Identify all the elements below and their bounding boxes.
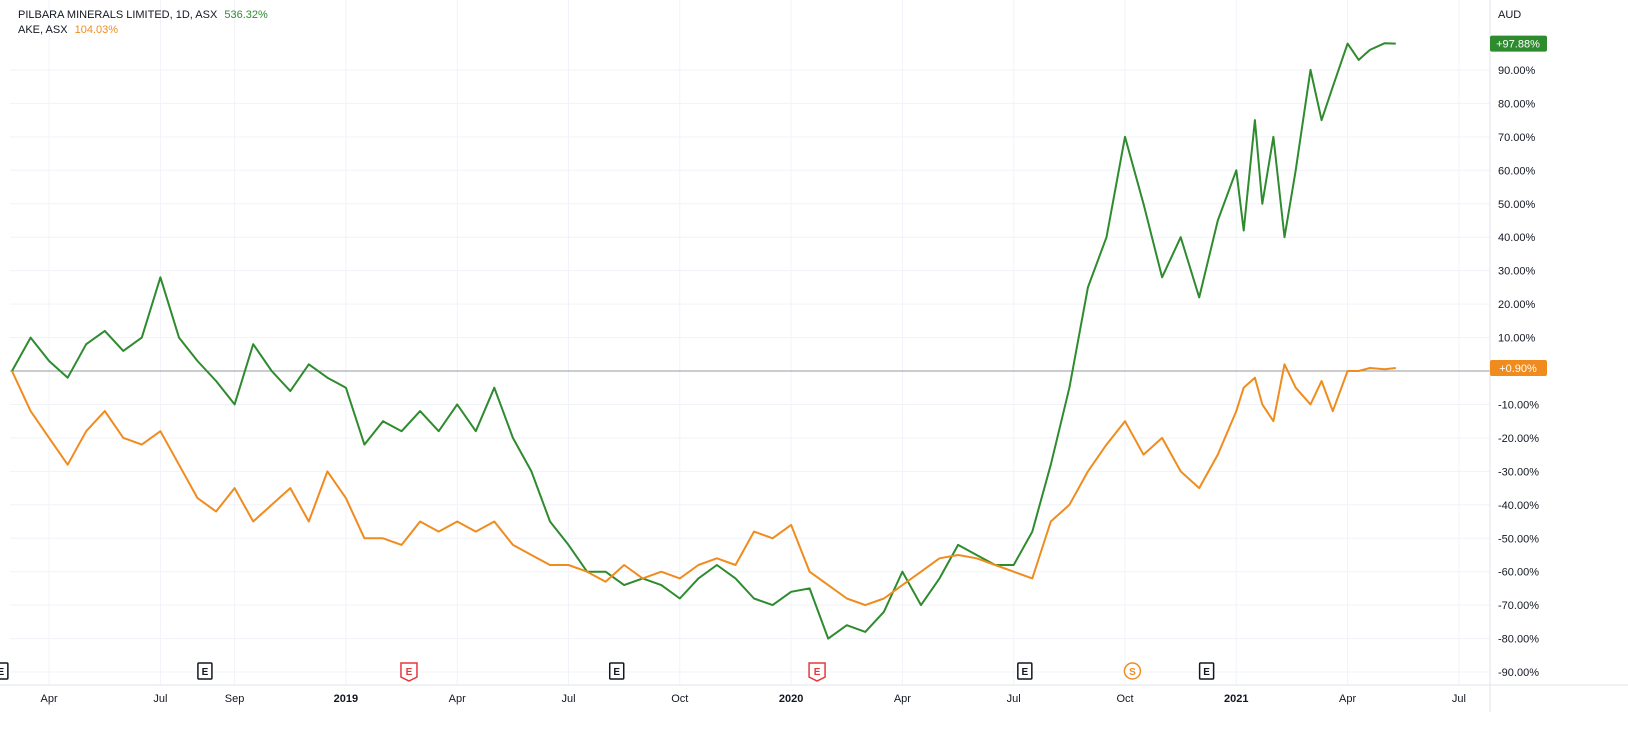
legend-row-pilbara[interactable]: PILBARA MINERALS LIMITED, 1D, ASX 536.32… — [18, 8, 268, 23]
y-tick-label: 40.00% — [1498, 232, 1536, 244]
y-tick-label: -60.00% — [1498, 567, 1539, 579]
x-tick-label: Jul — [561, 693, 575, 705]
svg-text:+97.88%: +97.88% — [1496, 39, 1540, 51]
earnings-event-icon[interactable]: E — [0, 662, 9, 680]
x-tick-label: 2019 — [334, 693, 358, 705]
x-tick-label: Oct — [671, 693, 688, 705]
y-tick-label: 50.00% — [1498, 199, 1536, 211]
x-tick-label: Apr — [894, 693, 911, 705]
x-tick-label: Jul — [153, 693, 167, 705]
earnings-flag-icon[interactable]: E — [808, 662, 826, 682]
y-tick-label: -70.00% — [1498, 600, 1539, 612]
chart-legend: PILBARA MINERALS LIMITED, 1D, ASX 536.32… — [18, 8, 268, 38]
y-tick-label: -80.00% — [1498, 634, 1539, 646]
y-tick-label: 10.00% — [1498, 333, 1536, 345]
svg-text:E: E — [0, 667, 5, 678]
price-badge-ake: +0.90% — [1490, 359, 1547, 376]
earnings-event-icon[interactable]: E — [1198, 662, 1215, 680]
y-tick-label: 70.00% — [1498, 132, 1536, 144]
earnings-event-icon[interactable]: E — [197, 662, 213, 680]
svg-text:E: E — [613, 667, 620, 678]
legend-value-ake: 104.03% — [74, 24, 119, 36]
x-tick-label: Jul — [1452, 693, 1466, 705]
y-tick-label: -30.00% — [1498, 466, 1539, 478]
grid-lines — [10, 0, 1490, 685]
series-line-ake[interactable] — [11, 363, 1396, 607]
x-tick-label: Apr — [449, 693, 466, 705]
series-line-pilbara[interactable] — [11, 42, 1396, 640]
currency-label: AUD — [1498, 9, 1521, 21]
svg-text:E: E — [1021, 667, 1028, 678]
legend-value-pilbara: 536.32% — [224, 9, 268, 21]
price-badge-pilbara: +97.88% — [1490, 35, 1547, 52]
svg-text:S: S — [1129, 667, 1136, 678]
y-tick-label: 90.00% — [1498, 65, 1536, 77]
x-tick-label: Sep — [225, 693, 245, 705]
x-tick-label: Oct — [1116, 693, 1133, 705]
svg-text:E: E — [406, 667, 413, 678]
y-tick-label: -90.00% — [1498, 667, 1539, 679]
x-tick-label: Apr — [1339, 693, 1356, 705]
y-tick-label: 20.00% — [1498, 299, 1536, 311]
earnings-event-icon[interactable]: E — [608, 662, 625, 680]
legend-row-ake[interactable]: AKE, ASX 104.03% — [18, 23, 268, 38]
svg-text:E: E — [1203, 667, 1210, 678]
x-tick-label: Apr — [41, 693, 58, 705]
legend-label-pilbara: PILBARA MINERALS LIMITED, 1D, ASX — [18, 9, 218, 21]
svg-text:E: E — [814, 667, 821, 678]
y-tick-label: -40.00% — [1498, 500, 1539, 512]
earnings-event-icon[interactable]: E — [1017, 662, 1033, 680]
y-tick-label: -20.00% — [1498, 433, 1539, 445]
y-tick-label: 60.00% — [1498, 165, 1536, 177]
y-tick-label: -50.00% — [1498, 533, 1539, 545]
x-tick-label: 2020 — [779, 693, 803, 705]
y-tick-label: 80.00% — [1498, 98, 1536, 110]
y-tick-label: 30.00% — [1498, 266, 1536, 278]
earnings-flag-icon[interactable]: E — [400, 662, 418, 682]
svg-text:E: E — [202, 667, 209, 678]
legend-label-ake: AKE, ASX — [18, 24, 68, 36]
x-tick-label: Jul — [1007, 693, 1021, 705]
x-tick-label: 2021 — [1224, 693, 1248, 705]
y-tick-label: -10.00% — [1498, 399, 1539, 411]
split-event-icon[interactable]: S — [1123, 662, 1142, 680]
svg-text:+0.90%: +0.90% — [1499, 363, 1537, 375]
